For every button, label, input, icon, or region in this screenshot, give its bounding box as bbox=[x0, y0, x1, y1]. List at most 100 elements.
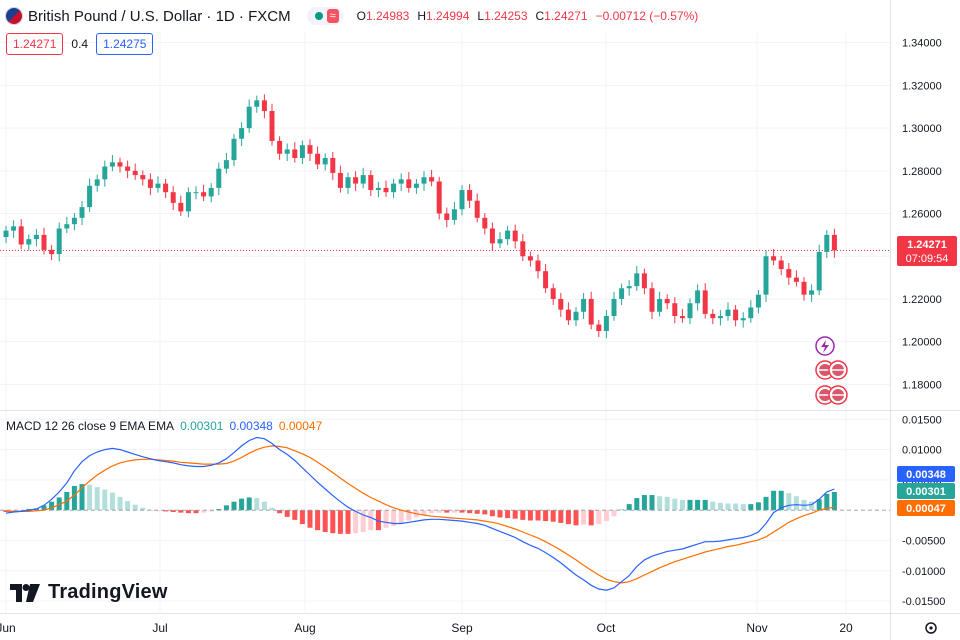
macd-histogram-bar bbox=[527, 510, 533, 521]
macd-histogram-bar bbox=[778, 490, 784, 511]
candle-body bbox=[49, 249, 55, 255]
candle-body bbox=[117, 162, 123, 167]
candle-body bbox=[687, 303, 693, 319]
macd-histogram-bar bbox=[315, 510, 321, 531]
candle-body bbox=[345, 177, 351, 188]
macd-histogram-bar bbox=[178, 510, 184, 513]
price-badge-countdown: 07:09:54 bbox=[906, 253, 949, 265]
candle-body bbox=[444, 213, 450, 220]
high-value: 1.24994 bbox=[426, 9, 470, 23]
macd-histogram-bar bbox=[170, 510, 176, 512]
macd-histogram-bar bbox=[102, 489, 108, 511]
candle-body bbox=[793, 277, 799, 282]
macd-histogram-bar bbox=[322, 510, 328, 532]
macd-histogram-bar bbox=[489, 510, 495, 517]
price-badge[interactable] bbox=[897, 236, 957, 266]
macd-histogram-bar bbox=[467, 510, 473, 514]
macd-histogram-bar bbox=[581, 510, 587, 525]
time-axis-tick: Jul bbox=[152, 621, 167, 635]
price-axis-tick: 1.30000 bbox=[902, 123, 942, 135]
symbol-title[interactable]: British Pound / U.S. Dollar · 1D · FXCM bbox=[28, 7, 291, 25]
candle-body bbox=[41, 234, 47, 250]
candle-body bbox=[102, 166, 108, 180]
price-badge-value: 1.24271 bbox=[907, 239, 947, 251]
macd-histogram-bar bbox=[619, 508, 625, 511]
settings-gear-icon[interactable] bbox=[925, 622, 937, 634]
candle-body bbox=[193, 192, 199, 194]
macd-histogram-bar bbox=[755, 502, 761, 511]
macd-histogram-bar bbox=[246, 497, 252, 511]
macd-histogram-bar bbox=[596, 510, 602, 525]
market-status[interactable]: ≈ bbox=[306, 7, 343, 25]
macd-histogram-bar bbox=[421, 510, 427, 516]
candle-body bbox=[550, 288, 556, 299]
macd-histogram-bar bbox=[444, 510, 450, 513]
candle-body bbox=[239, 128, 245, 139]
macd-histogram-bar bbox=[163, 510, 169, 512]
candle-body bbox=[87, 185, 93, 208]
candle-body bbox=[459, 190, 465, 210]
candle-body bbox=[467, 190, 473, 201]
price-axis-tick: 1.32000 bbox=[902, 80, 942, 92]
low-value: 1.24253 bbox=[484, 9, 528, 23]
macd-histogram-bar bbox=[733, 503, 739, 511]
candle-body bbox=[421, 177, 427, 184]
candle-body bbox=[603, 316, 609, 331]
macd-histogram-bar bbox=[672, 498, 678, 511]
macd-histogram-bar bbox=[831, 492, 837, 511]
sell-price-button[interactable]: 1.24271 bbox=[6, 33, 64, 55]
tradingview-logo[interactable]: TradingView bbox=[10, 581, 168, 604]
macd-legend[interactable]: MACD 12 26 close 9 EMA EMA 0.00301 0.003… bbox=[6, 419, 322, 433]
buy-price-button[interactable]: 1.24275 bbox=[96, 33, 154, 55]
candle-body bbox=[140, 175, 146, 180]
macd-histogram-bar bbox=[254, 498, 260, 511]
macd-histogram-bar bbox=[474, 510, 480, 514]
candle-body bbox=[626, 286, 632, 289]
candle-body bbox=[254, 100, 260, 107]
candle-body bbox=[527, 256, 533, 261]
macd-axis-tick: -0.01000 bbox=[902, 566, 945, 578]
candle-body bbox=[672, 303, 678, 317]
macd-histogram-bar bbox=[239, 498, 245, 511]
macd-histogram-bar bbox=[125, 501, 131, 511]
macd-legend-signal: 0.00047 bbox=[278, 419, 323, 433]
signal-value-badge-text: 0.00047 bbox=[906, 503, 946, 515]
macd-value-badge bbox=[897, 466, 955, 482]
macd-line bbox=[5, 436, 835, 591]
quote-boxes: 1.24271 0.4 1.24275 bbox=[6, 33, 154, 55]
macd-histogram-bar bbox=[299, 510, 305, 525]
candle-body bbox=[201, 192, 207, 197]
candle-body bbox=[581, 298, 587, 312]
macd-histogram-bar bbox=[512, 510, 518, 519]
candle-body bbox=[679, 316, 685, 319]
macd-histogram-bar bbox=[368, 510, 374, 531]
candle-body bbox=[147, 179, 153, 188]
macd-histogram-bar bbox=[26, 508, 32, 511]
candle-body bbox=[406, 179, 412, 188]
candle-body bbox=[816, 251, 822, 291]
candle-body bbox=[535, 260, 541, 272]
candle-body bbox=[649, 288, 655, 312]
candle-body bbox=[543, 271, 549, 289]
candle-body bbox=[413, 183, 419, 188]
macd-histogram-bar bbox=[117, 496, 123, 511]
time-axis-tick: 20 bbox=[839, 621, 853, 635]
time-axis-tick: Nov bbox=[746, 621, 767, 635]
time-axis-tick: Jun bbox=[0, 621, 16, 635]
macd-histogram-bar bbox=[740, 504, 746, 511]
macd-histogram-bar bbox=[717, 502, 723, 511]
candle-body bbox=[223, 160, 229, 169]
data-wave-icon: ≈ bbox=[326, 9, 339, 23]
macd-histogram-bar bbox=[208, 510, 214, 512]
candle-body bbox=[368, 175, 374, 191]
candle-body bbox=[56, 228, 62, 255]
price-axis-tick: 1.22000 bbox=[902, 294, 942, 306]
macd-histogram-bar bbox=[588, 510, 594, 526]
macd-histogram-bar bbox=[94, 487, 100, 511]
candle-body bbox=[664, 298, 670, 304]
candle-body bbox=[710, 313, 716, 319]
macd-legend-macd: 0.00348 bbox=[229, 419, 273, 433]
macd-histogram-bar bbox=[657, 496, 663, 511]
candle-body bbox=[831, 234, 837, 251]
